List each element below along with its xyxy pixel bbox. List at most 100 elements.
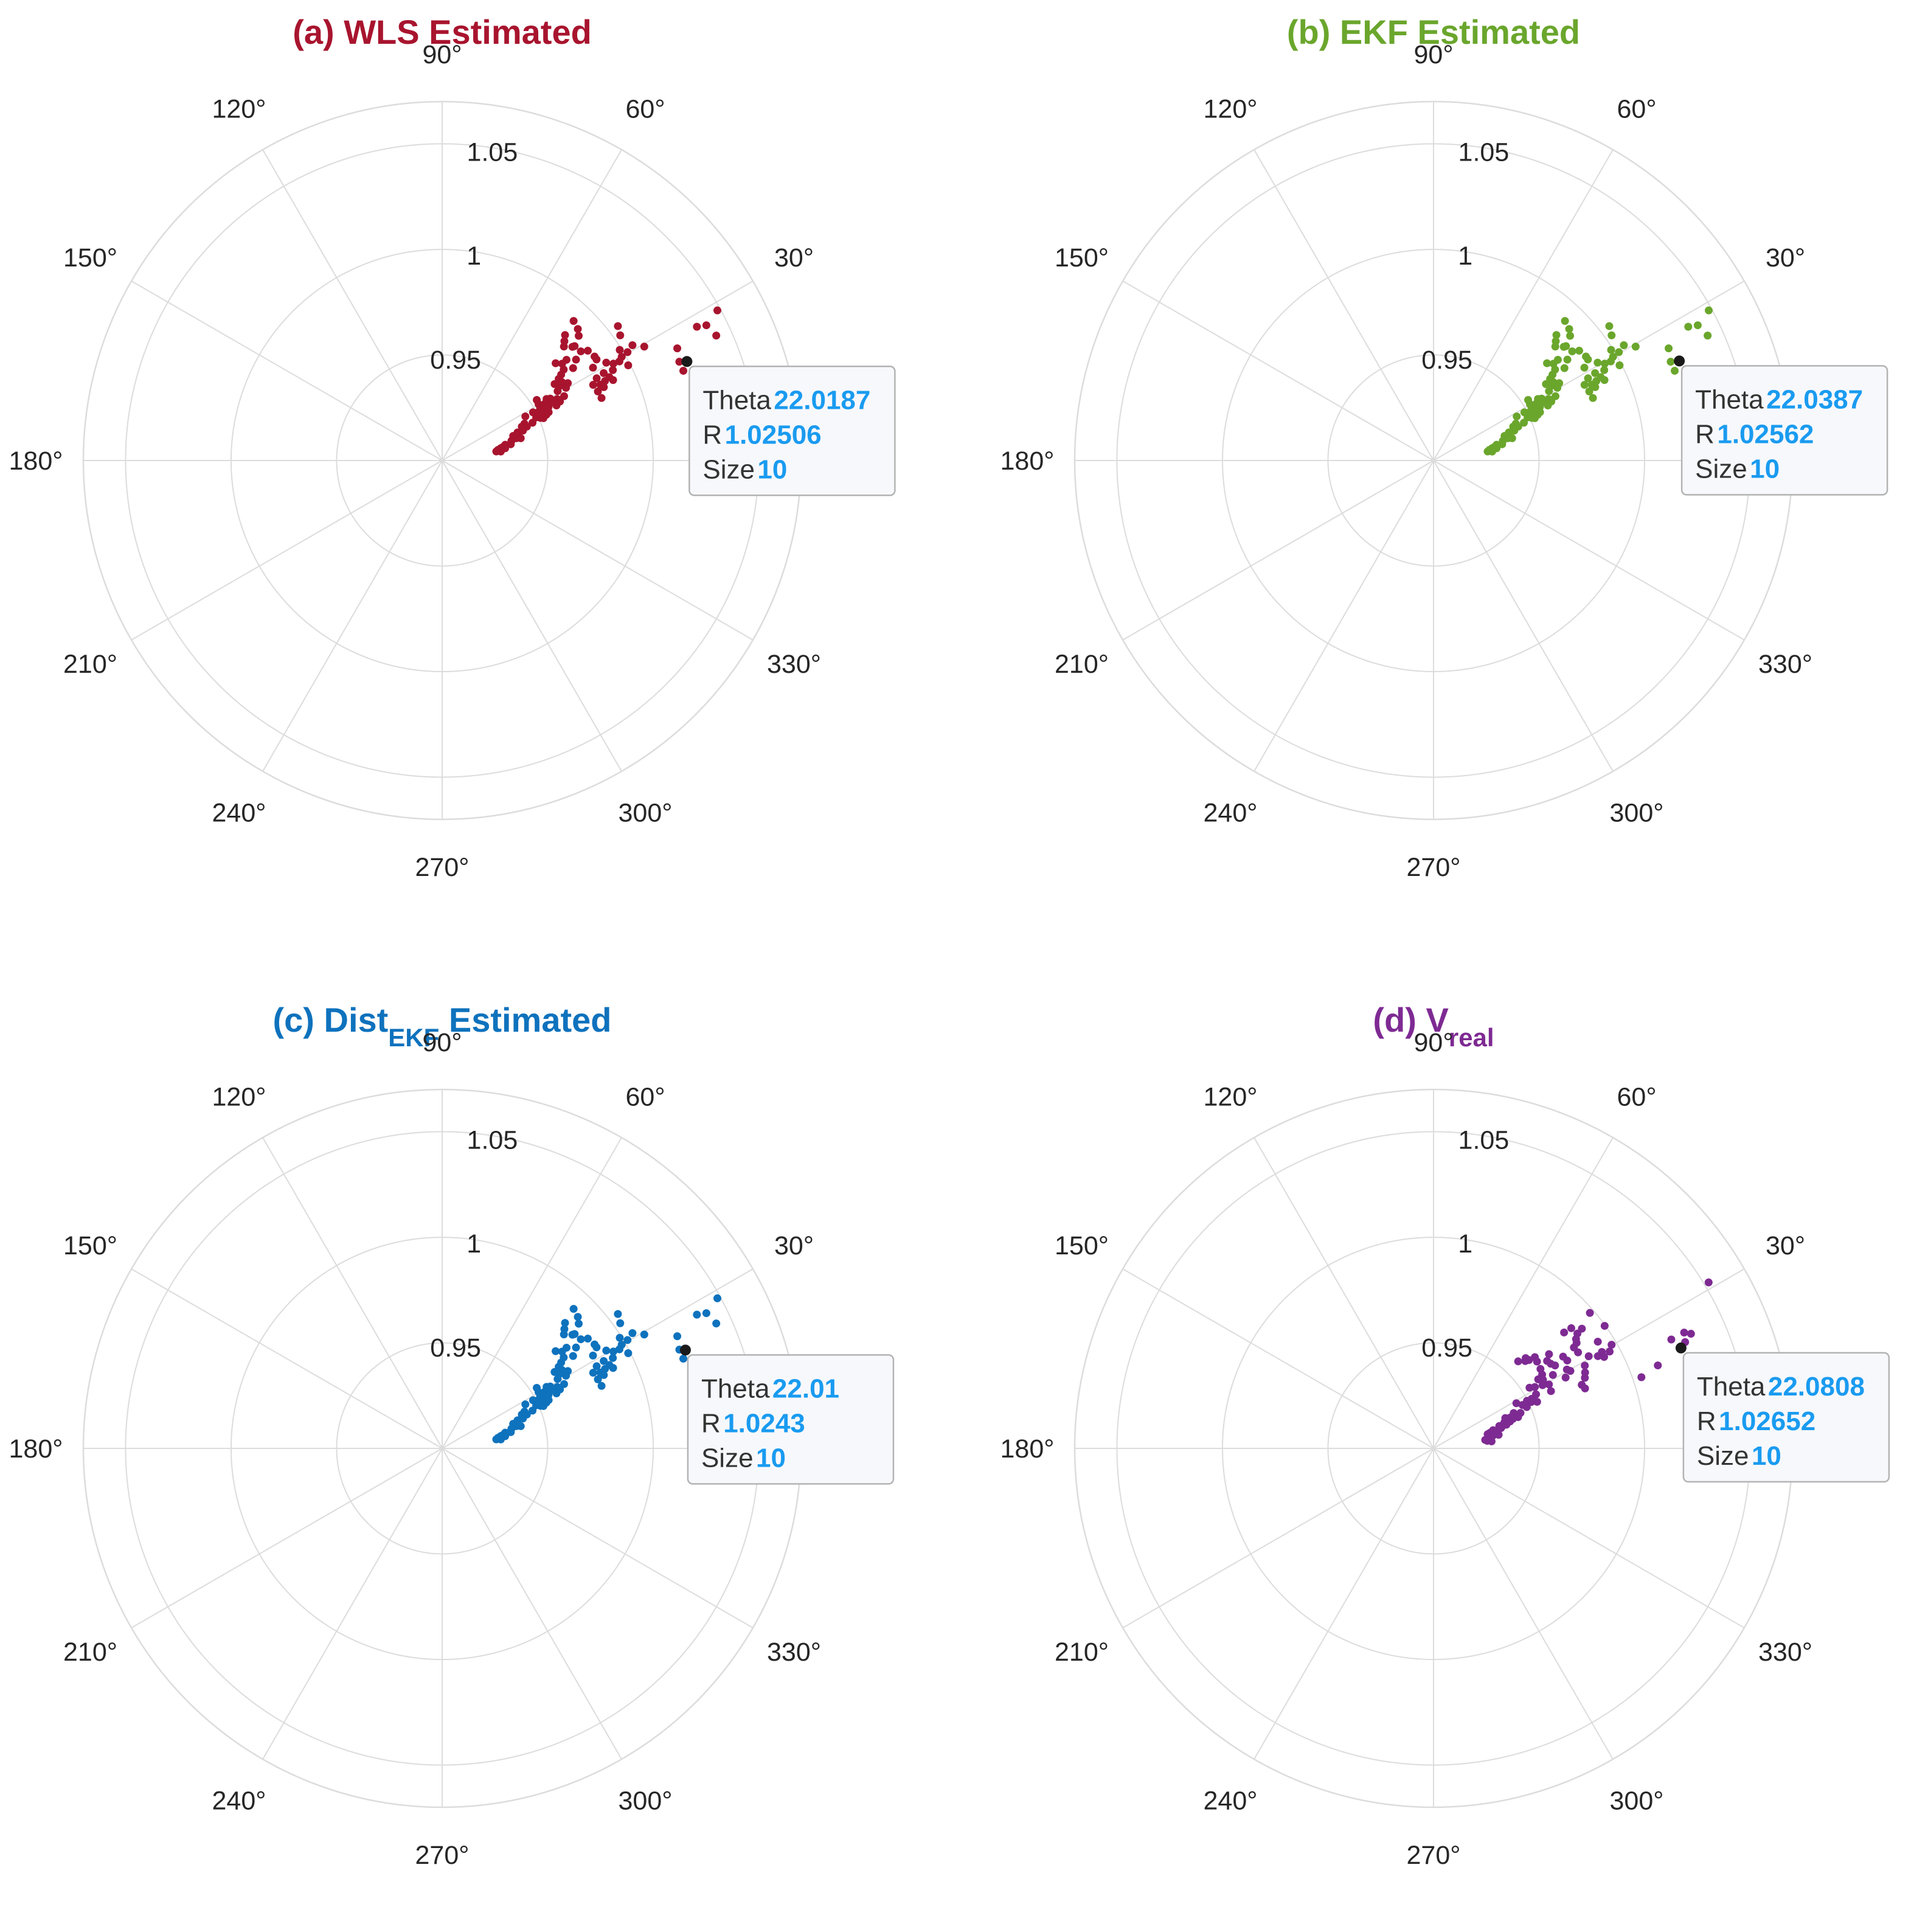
theta-gridline (1254, 149, 1434, 461)
theta-tick-label: 90° (1413, 40, 1453, 69)
scatter-point (1548, 1371, 1557, 1379)
theta-gridline (262, 1137, 443, 1449)
theta-tick-label: 90° (422, 40, 462, 69)
scatter-point (1560, 364, 1569, 372)
datatip-marker[interactable] (679, 1344, 691, 1356)
scatter-point (1538, 1381, 1547, 1389)
scatter-point (572, 355, 580, 364)
scatter-point (592, 1362, 601, 1371)
scatter-point (1559, 342, 1568, 351)
theta-gridline (442, 149, 622, 461)
datatip-theta-value: 22.01 (772, 1374, 839, 1403)
scatter-point (600, 1357, 608, 1365)
theta-gridline (131, 1268, 443, 1449)
theta-gridline (1254, 460, 1434, 772)
scatter-point (562, 1372, 570, 1380)
theta-tick-label: 270° (415, 1841, 470, 1870)
scatter-point (562, 384, 570, 392)
scatter-point (623, 1336, 632, 1344)
scatter-point (569, 317, 578, 325)
scatter-series (492, 306, 721, 456)
theta-tick-label: 210° (63, 650, 117, 679)
scatter-point (1545, 387, 1553, 395)
datatip[interactable]: Theta 22.0187 R 1.02506 Size 10 (688, 366, 896, 496)
scatter-point (569, 1352, 577, 1360)
theta-gridline (442, 1268, 754, 1449)
scatter-point (1551, 342, 1559, 351)
scatter-point (589, 1369, 597, 1377)
scatter-point (1607, 346, 1615, 354)
scatter-point (1654, 1361, 1662, 1370)
scatter-point (1487, 1437, 1496, 1445)
scatter-point (1665, 344, 1673, 353)
scatter-point (1591, 383, 1600, 391)
scatter-point (1565, 325, 1573, 333)
scatter-point (1600, 366, 1609, 374)
scatter-point (1620, 341, 1628, 350)
scatter-point (529, 408, 537, 417)
datatip[interactable]: Theta 22.0387 R 1.02562 Size 10 (1680, 365, 1888, 496)
theta-tick-label: 60° (625, 1082, 665, 1111)
scatter-point (597, 394, 606, 402)
scatter-point (1607, 1341, 1616, 1349)
r-gridline (336, 354, 549, 567)
chart-title-main: (d) V (1373, 1001, 1448, 1039)
theta-tick-label: 300° (1610, 1787, 1664, 1816)
scatter-point (589, 363, 597, 372)
scatter-point (1553, 384, 1562, 392)
r-tick-label: 1 (466, 1229, 481, 1259)
scatter-point (628, 1329, 637, 1338)
datatip-theta-label: Theta (1697, 1372, 1766, 1402)
scatter-point (569, 364, 577, 372)
theta-tick-label: 300° (619, 799, 673, 828)
theta-tick-label: 330° (1758, 650, 1812, 679)
theta-gridline (1254, 1448, 1434, 1760)
scatter-point (675, 358, 684, 366)
datatip-box (1680, 365, 1888, 496)
datatip-size-label: Size (702, 454, 755, 484)
theta-gridline (442, 280, 754, 461)
scatter-point (1563, 355, 1572, 364)
r-gridline (230, 248, 654, 673)
scatter-point (1572, 1339, 1581, 1347)
scatter-point (1520, 419, 1528, 427)
scatter-point (1589, 394, 1597, 402)
r-tick-label: 1.05 (1458, 1125, 1510, 1155)
scatter-point (1543, 359, 1552, 367)
datatip-marker[interactable] (1675, 1342, 1687, 1353)
r-tick-label: 1 (466, 241, 481, 271)
r-gridline (336, 1342, 549, 1555)
scatter-point (1704, 332, 1712, 340)
theta-gridline (442, 1137, 622, 1449)
datatip-size-value: 10 (757, 454, 787, 484)
datatip-box (687, 1354, 895, 1485)
scatter-point (1578, 1381, 1586, 1389)
r-gridline (1327, 1342, 1540, 1555)
scatter-point (1490, 443, 1499, 451)
datatip-marker[interactable] (681, 356, 693, 367)
datatip-theta-label: Theta (702, 385, 771, 415)
scatter-point (529, 1396, 537, 1405)
scatter-point (1562, 1365, 1571, 1374)
scatter-point (712, 1319, 721, 1328)
scatter-point (1666, 358, 1675, 366)
scatter-point (609, 1353, 617, 1362)
scatter-point (693, 322, 701, 331)
theta-gridline (131, 280, 443, 461)
datatip-theta-value: 22.0808 (1768, 1372, 1865, 1402)
polar-chart-c: (c) DistEKF Estimated0°30°60°90°120°150°… (0, 988, 964, 1932)
scatter-point (592, 374, 601, 383)
scatter-point (499, 443, 507, 451)
theta-tick-label: 30° (1766, 1231, 1805, 1260)
scatter-point (1607, 331, 1616, 339)
scatter-point (615, 1345, 623, 1353)
datatip[interactable]: Theta 22.01 R 1.0243 Size 10 (687, 1354, 895, 1485)
datatip[interactable]: Theta 22.0808 R 1.02652 Size 10 (1682, 1352, 1890, 1483)
theta-tick-label: 330° (767, 650, 821, 679)
r-gridline (1221, 1236, 1646, 1661)
datatip-theta-value: 22.0387 (1766, 384, 1863, 414)
scatter-point (572, 1343, 580, 1352)
datatip-marker[interactable] (1674, 355, 1685, 367)
scatter-point (1481, 1436, 1489, 1444)
datatip-size-value: 10 (756, 1443, 786, 1473)
